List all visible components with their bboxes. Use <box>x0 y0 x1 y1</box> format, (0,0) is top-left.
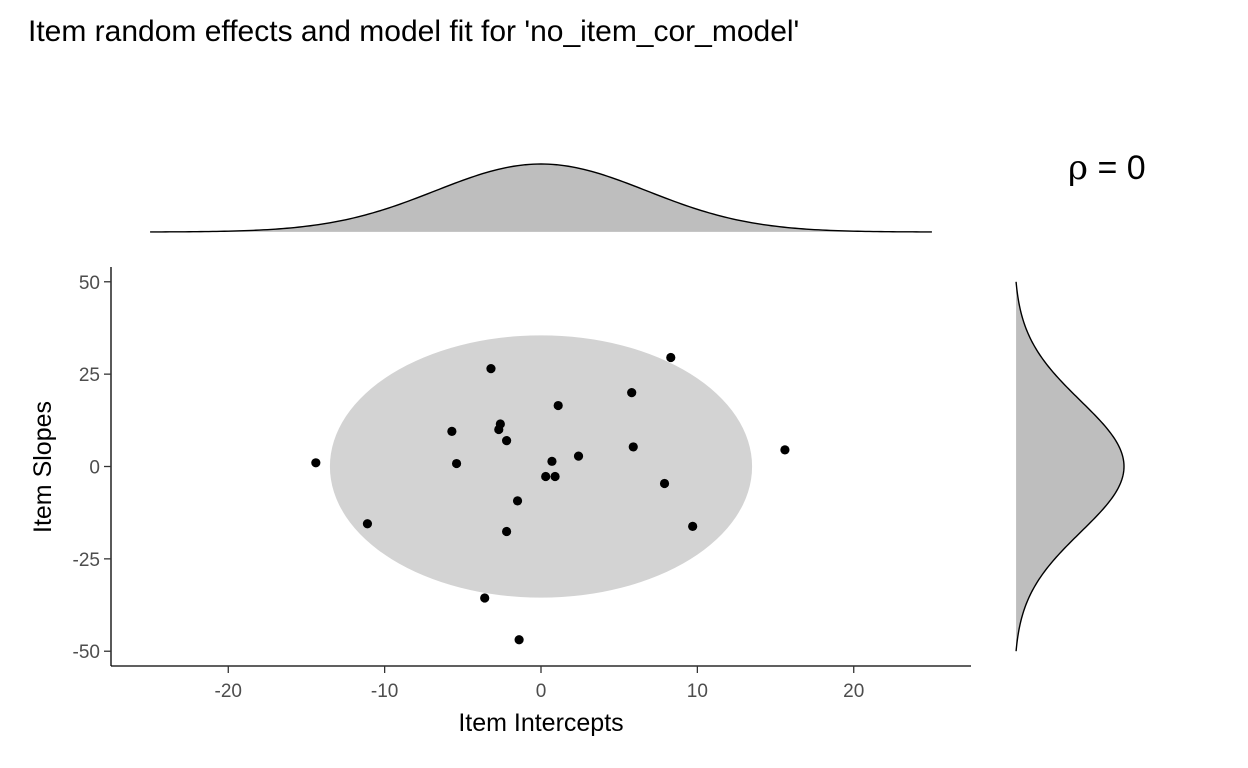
data-point <box>311 458 321 468</box>
plot-panel <box>311 335 790 645</box>
data-point <box>659 478 670 489</box>
x-tick-label: 0 <box>536 681 547 702</box>
y-axis-ticks: -50 -25 0 25 50 <box>73 273 111 663</box>
data-point <box>451 458 462 469</box>
y-tick-label: -50 <box>73 642 100 663</box>
model-fit-ellipse <box>329 335 753 598</box>
data-point <box>514 635 524 645</box>
y-tick-label: 50 <box>79 273 100 294</box>
rho-symbol: ρ <box>1068 148 1088 188</box>
x-tick-label: 20 <box>843 681 864 702</box>
y-marginal-density <box>1015 281 1125 652</box>
y-axis-title: Item Slopes <box>29 401 57 533</box>
data-point <box>447 426 457 437</box>
x-tick-label: -10 <box>371 681 398 702</box>
data-point <box>628 442 638 452</box>
data-point <box>550 471 560 482</box>
x-axis-title: Item Intercepts <box>458 709 623 737</box>
y-tick-label: 25 <box>79 365 100 386</box>
data-point <box>573 451 584 461</box>
data-point <box>553 400 563 411</box>
data-point <box>480 593 490 603</box>
data-point <box>512 496 523 506</box>
data-points <box>311 352 790 645</box>
x-axis-ticks: -20 -10 0 10 20 <box>215 666 864 702</box>
x-density-fill <box>150 164 932 232</box>
x-marginal-density <box>150 163 932 233</box>
rho-value: = 0 <box>1088 149 1146 187</box>
data-point <box>486 363 496 374</box>
y-density-fill <box>1016 281 1124 652</box>
y-tick-label: -25 <box>73 550 100 571</box>
data-point <box>547 456 557 466</box>
chart-title: Item random effects and model fit for 'n… <box>28 15 799 48</box>
y-density-line <box>1015 281 1125 652</box>
data-point <box>502 436 512 446</box>
data-point <box>666 352 676 363</box>
data-point <box>362 519 373 529</box>
rho-annotation: ρ = 0 <box>1068 148 1146 188</box>
y-tick-label: 0 <box>89 458 100 479</box>
data-point <box>494 424 504 435</box>
data-point <box>502 526 512 537</box>
data-point <box>627 388 637 398</box>
x-density-line <box>150 163 932 233</box>
data-point <box>688 521 698 531</box>
data-point <box>780 445 790 455</box>
x-tick-label: -20 <box>215 681 242 702</box>
data-point <box>541 471 551 482</box>
x-tick-label: 10 <box>687 681 708 702</box>
